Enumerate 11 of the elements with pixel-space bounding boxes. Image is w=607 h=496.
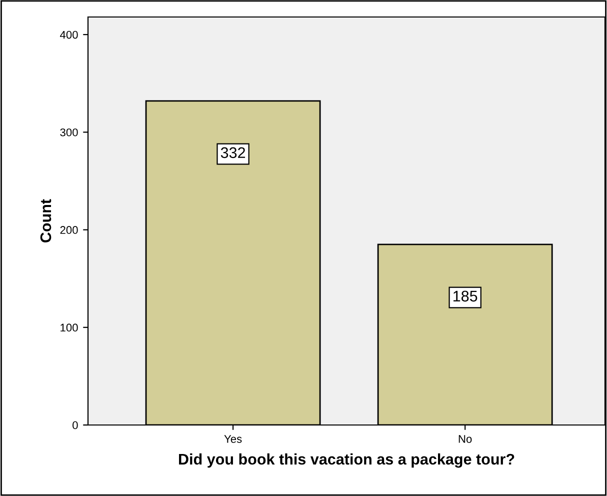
y-axis-title: Count	[40, 199, 52, 242]
x-tick-label: No	[458, 435, 472, 443]
y-tick-label: 300	[60, 128, 78, 136]
data-label: 185	[453, 290, 478, 302]
x-axis-title: Did you book this vacation as a package tour?	[179, 453, 514, 468]
y-tick-label: 100	[60, 324, 78, 332]
data-label: 332	[220, 147, 246, 158]
x-tick-label: Yes	[224, 435, 242, 443]
y-tick-label: 0	[72, 421, 78, 430]
y-tick-label: 200	[60, 226, 78, 234]
y-tick-label: 400	[60, 30, 78, 39]
